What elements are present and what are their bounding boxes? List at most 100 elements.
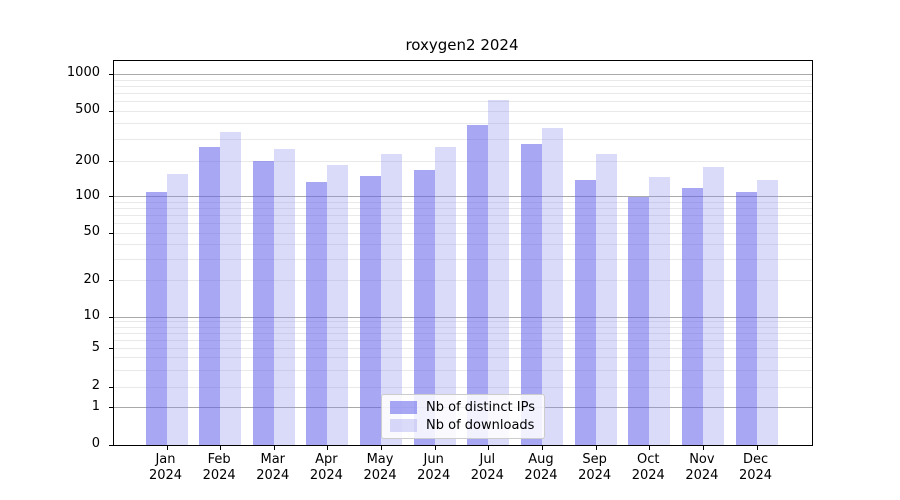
minor-gridline-400	[114, 123, 812, 125]
bar-distinct-ips-jan	[145, 191, 167, 445]
minor-gridline-200	[114, 161, 812, 163]
y-tick-label-100: 100	[75, 187, 100, 203]
y-tick-mark-0	[109, 444, 114, 446]
major-gridline-10	[114, 316, 812, 318]
bar-downloads-oct	[649, 177, 671, 445]
minor-gridline-70	[114, 214, 812, 216]
minor-gridline-800	[114, 85, 812, 87]
x-tick-label-apr: Apr 2024	[309, 452, 343, 483]
bar-downloads-may	[381, 153, 403, 445]
y-tick-label-200: 200	[75, 152, 100, 168]
x-tick-mark-apr	[327, 445, 329, 450]
y-tick-mark-100	[109, 196, 114, 198]
minor-gridline-300	[114, 139, 812, 141]
bar-downloads-mar	[273, 149, 295, 445]
minor-gridline-700	[114, 92, 812, 94]
major-gridline-1000	[114, 73, 812, 75]
x-tick-mark-nov	[702, 445, 704, 450]
minor-gridline-5	[114, 348, 812, 350]
legend-label-downloads: Nb of downloads	[426, 418, 535, 433]
y-tick-label-1000: 1000	[66, 65, 100, 81]
bar-downloads-nov	[702, 166, 724, 445]
minor-gridline-600	[114, 101, 812, 103]
minor-gridline-6	[114, 339, 812, 341]
y-tick-label-5: 5	[91, 339, 100, 355]
minor-gridline-9	[114, 321, 812, 323]
y-tick-mark-1	[109, 407, 114, 409]
y-tick-label-500: 500	[75, 102, 100, 118]
x-tick-label-oct: Oct 2024	[631, 452, 665, 483]
bar-downloads-jul	[488, 100, 510, 445]
minor-gridline-8	[114, 326, 812, 328]
chart-title: roxygen2 2024	[405, 36, 519, 54]
x-tick-label-feb: Feb 2024	[202, 452, 236, 483]
minor-gridline-30	[114, 259, 812, 261]
minor-gridline-2	[114, 386, 812, 388]
x-tick-label-sep: Sep 2024	[578, 452, 612, 483]
x-tick-label-may: May 2024	[363, 452, 397, 483]
minor-gridline-50	[114, 232, 812, 234]
minor-gridline-60	[114, 222, 812, 224]
y-tick-mark-50	[109, 232, 114, 234]
y-tick-mark-20	[109, 280, 114, 282]
y-tick-label-2: 2	[91, 378, 100, 394]
bar-distinct-ips-sep	[574, 179, 596, 445]
legend-item-distinct-ips: Nb of distinct IPs	[390, 400, 535, 415]
x-tick-label-nov: Nov 2024	[685, 452, 719, 483]
minor-gridline-500	[114, 110, 812, 112]
x-tick-mark-aug	[541, 445, 543, 450]
bar-distinct-ips-aug	[520, 143, 542, 445]
bar-downloads-sep	[595, 153, 617, 445]
x-tick-label-jan: Jan 2024	[148, 452, 183, 483]
bar-downloads-apr	[327, 164, 349, 445]
x-tick-mark-mar	[273, 445, 275, 450]
bar-distinct-ips-feb	[199, 147, 221, 445]
x-tick-mark-jun	[434, 445, 436, 450]
minor-gridline-900	[114, 79, 812, 81]
y-tick-mark-1000	[109, 73, 114, 75]
y-tick-mark-5	[109, 348, 114, 350]
minor-gridline-80	[114, 207, 812, 209]
x-tick-label-aug: Aug 2024	[524, 452, 558, 483]
x-tick-label-jul: Jul 2024	[470, 452, 504, 483]
x-tick-label-mar: Mar 2024	[256, 452, 290, 483]
x-tick-mark-jan	[166, 445, 168, 450]
x-tick-label-dec: Dec 2024	[738, 452, 773, 483]
plot-area: Nb of distinct IPs Nb of downloads	[109, 60, 813, 450]
bar-distinct-ips-jun	[413, 170, 435, 445]
bar-downloads-jan	[166, 174, 188, 445]
legend-label-distinct-ips: Nb of distinct IPs	[426, 400, 535, 415]
bar-downloads-jun	[434, 147, 456, 445]
minor-gridline-90	[114, 201, 812, 203]
bar-distinct-ips-oct	[628, 196, 650, 445]
y-tick-label-10: 10	[83, 308, 100, 324]
y-tick-label-1: 1	[91, 398, 100, 414]
bar-distinct-ips-nov	[681, 188, 703, 445]
y-tick-label-50: 50	[83, 224, 100, 240]
minor-gridline-40	[114, 244, 812, 246]
minor-gridline-7	[114, 332, 812, 334]
x-tick-mark-oct	[649, 445, 651, 450]
y-tick-mark-200	[109, 161, 114, 163]
x-tick-label-jun: Jun 2024	[417, 452, 451, 483]
legend: Nb of distinct IPs Nb of downloads	[381, 394, 545, 439]
y-tick-label-20: 20	[83, 271, 100, 287]
y-tick-mark-2	[109, 386, 114, 388]
bar-downloads-dec	[756, 179, 778, 445]
x-tick-mark-sep	[595, 445, 597, 450]
minor-gridline-20	[114, 280, 812, 282]
x-tick-mark-may	[381, 445, 383, 450]
bar-downloads-aug	[541, 127, 563, 445]
legend-item-downloads: Nb of downloads	[390, 418, 535, 433]
minor-gridline-3	[114, 369, 812, 371]
y-tick-mark-500	[109, 110, 114, 112]
bar-downloads-feb	[220, 131, 242, 445]
y-tick-label-0: 0	[91, 436, 100, 451]
x-tick-mark-dec	[756, 445, 758, 450]
x-tick-mark-jul	[488, 445, 490, 450]
minor-gridline-4	[114, 357, 812, 359]
legend-swatch-downloads	[390, 419, 418, 432]
bar-distinct-ips-mar	[252, 161, 274, 445]
bar-distinct-ips-dec	[735, 191, 757, 445]
